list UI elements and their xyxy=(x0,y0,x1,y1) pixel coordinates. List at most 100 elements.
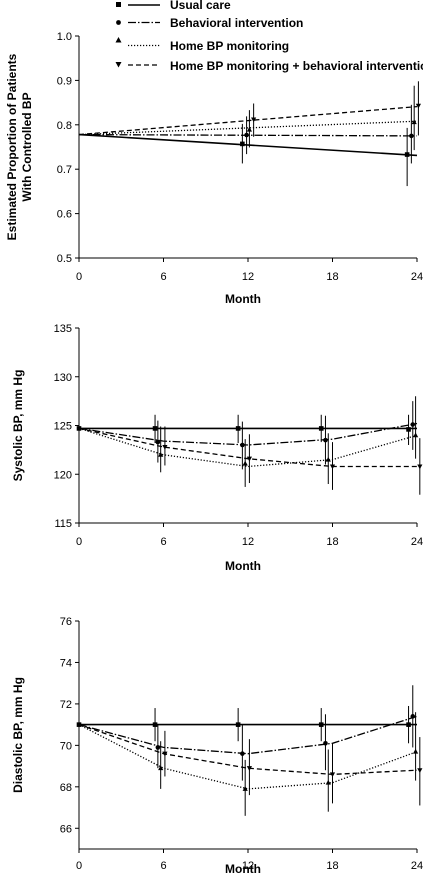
x-tick-label: 12 xyxy=(242,536,254,548)
series-home xyxy=(78,396,419,487)
data-point-usual xyxy=(152,722,158,727)
legend-label-usual: Usual care xyxy=(170,0,231,12)
data-point-home xyxy=(325,779,331,785)
data-point-behav xyxy=(240,442,245,448)
y-tick-label: 68 xyxy=(60,782,72,794)
x-tick-label: 6 xyxy=(160,860,166,872)
series-combo xyxy=(78,426,423,495)
series-line-home xyxy=(78,427,418,468)
x-tick-label: 0 xyxy=(76,860,82,872)
data-point-combo xyxy=(162,444,168,450)
y-tick-label: 74 xyxy=(60,657,72,669)
legend-entry-combo: Home BP monitoring + behavioral interven… xyxy=(115,59,423,73)
y-tick-label: 0.6 xyxy=(57,209,72,221)
series-behav xyxy=(78,685,418,781)
data-point-combo xyxy=(415,103,422,109)
x-tick-label: 0 xyxy=(76,536,82,548)
data-point-behav xyxy=(240,751,245,756)
series-home xyxy=(78,85,418,151)
data-point-behav xyxy=(155,439,161,445)
series-line-home xyxy=(78,724,418,790)
series-line-usual xyxy=(78,133,418,157)
x-tick-label: 18 xyxy=(326,860,338,872)
series-line-combo xyxy=(78,105,418,136)
y-axis-title: Systolic BP, mm Hg xyxy=(11,370,25,482)
legend-marker-behav xyxy=(116,20,121,25)
x-tick-label: 24 xyxy=(411,860,423,872)
data-point-combo xyxy=(329,772,336,778)
data-point-usual xyxy=(152,426,158,431)
series-combo xyxy=(78,723,423,806)
data-point-home xyxy=(158,765,164,771)
legend-entry-behav: Behavioral intervention xyxy=(116,16,303,30)
y-tick-label: 0.7 xyxy=(57,164,72,176)
y-axis-title: Estimated Proportion of Patients xyxy=(5,53,19,240)
legend-label-behav: Behavioral intervention xyxy=(170,16,303,30)
y-tick-label: 72 xyxy=(60,699,72,711)
legend-marker-usual xyxy=(116,2,121,7)
series-line-home xyxy=(78,120,418,136)
data-point-home xyxy=(242,460,248,466)
data-point-usual xyxy=(240,141,245,147)
y-tick-label: 0.9 xyxy=(57,75,72,87)
x-axis-title: Month xyxy=(225,292,261,306)
y-tick-label: 0.8 xyxy=(57,120,72,132)
y-axis-title: With Controlled BP xyxy=(20,92,34,201)
data-point-usual xyxy=(318,722,324,727)
data-point-behav xyxy=(410,422,416,427)
y-axis-title: Diastolic BP, mm Hg xyxy=(11,677,25,793)
data-point-combo xyxy=(417,464,423,470)
data-point-behav xyxy=(244,132,249,138)
data-point-home xyxy=(246,126,253,132)
y-tick-label: 70 xyxy=(60,740,72,752)
series-line-combo xyxy=(78,723,418,776)
chart-controlled-bp: 0.5 0.6 0.7 0.8 0.9 1.0 0 6 12 18 24 Month Estimated… xyxy=(5,31,423,306)
y-tick-label: 120 xyxy=(54,469,72,481)
data-point-usual xyxy=(404,152,410,157)
series-home xyxy=(78,712,419,816)
data-point-home xyxy=(412,432,419,438)
chart-diastolic-bp: 66 68 70 72 74 76 0 6 12 18 24 Month Diastolic BP, m… xyxy=(11,616,423,876)
legend-marker-home xyxy=(115,37,122,43)
legend-label-combo: Home BP monitoring + behavioral interven… xyxy=(170,59,423,73)
x-tick-label: 12 xyxy=(242,860,254,872)
data-point-home xyxy=(411,119,417,125)
data-point-behav xyxy=(323,437,328,443)
data-point-behav xyxy=(323,740,328,746)
data-point-combo xyxy=(246,766,253,771)
y-tick-label: 1.0 xyxy=(57,31,72,43)
y-tick-label: 66 xyxy=(60,823,72,835)
data-point-home xyxy=(158,451,164,457)
data-point-behav xyxy=(155,745,161,750)
data-point-behav xyxy=(410,714,416,719)
data-point-usual xyxy=(235,722,241,727)
data-point-combo xyxy=(329,464,336,470)
legend-entry-usual: Usual care xyxy=(116,0,231,12)
x-tick-label: 18 xyxy=(326,271,338,283)
x-tick-label: 6 xyxy=(160,271,166,283)
x-axis-title: Month xyxy=(225,559,261,573)
data-point-home xyxy=(325,456,331,462)
legend-marker-combo xyxy=(115,62,122,68)
data-point-home xyxy=(412,748,419,754)
data-point-usual xyxy=(235,426,241,431)
x-tick-label: 24 xyxy=(411,271,423,283)
legend-label-home: Home BP monitoring xyxy=(170,39,289,53)
data-point-usual xyxy=(318,426,324,431)
legend: Usual care Behavioral intervention Home … xyxy=(115,0,423,73)
x-tick-label: 18 xyxy=(326,536,338,548)
data-point-combo xyxy=(246,456,253,462)
y-tick-label: 125 xyxy=(54,421,72,433)
x-tick-label: 24 xyxy=(411,536,423,548)
series-usual xyxy=(76,705,417,744)
y-tick-label: 0.5 xyxy=(57,253,72,265)
data-point-usual xyxy=(406,722,411,727)
legend-entry-home: Home BP monitoring xyxy=(115,37,289,53)
data-point-behav xyxy=(409,133,414,139)
y-tick-label: 135 xyxy=(54,323,72,335)
y-tick-label: 115 xyxy=(54,518,72,530)
x-tick-label: 12 xyxy=(242,271,254,283)
series-behav xyxy=(78,401,418,470)
data-point-home xyxy=(242,786,248,791)
